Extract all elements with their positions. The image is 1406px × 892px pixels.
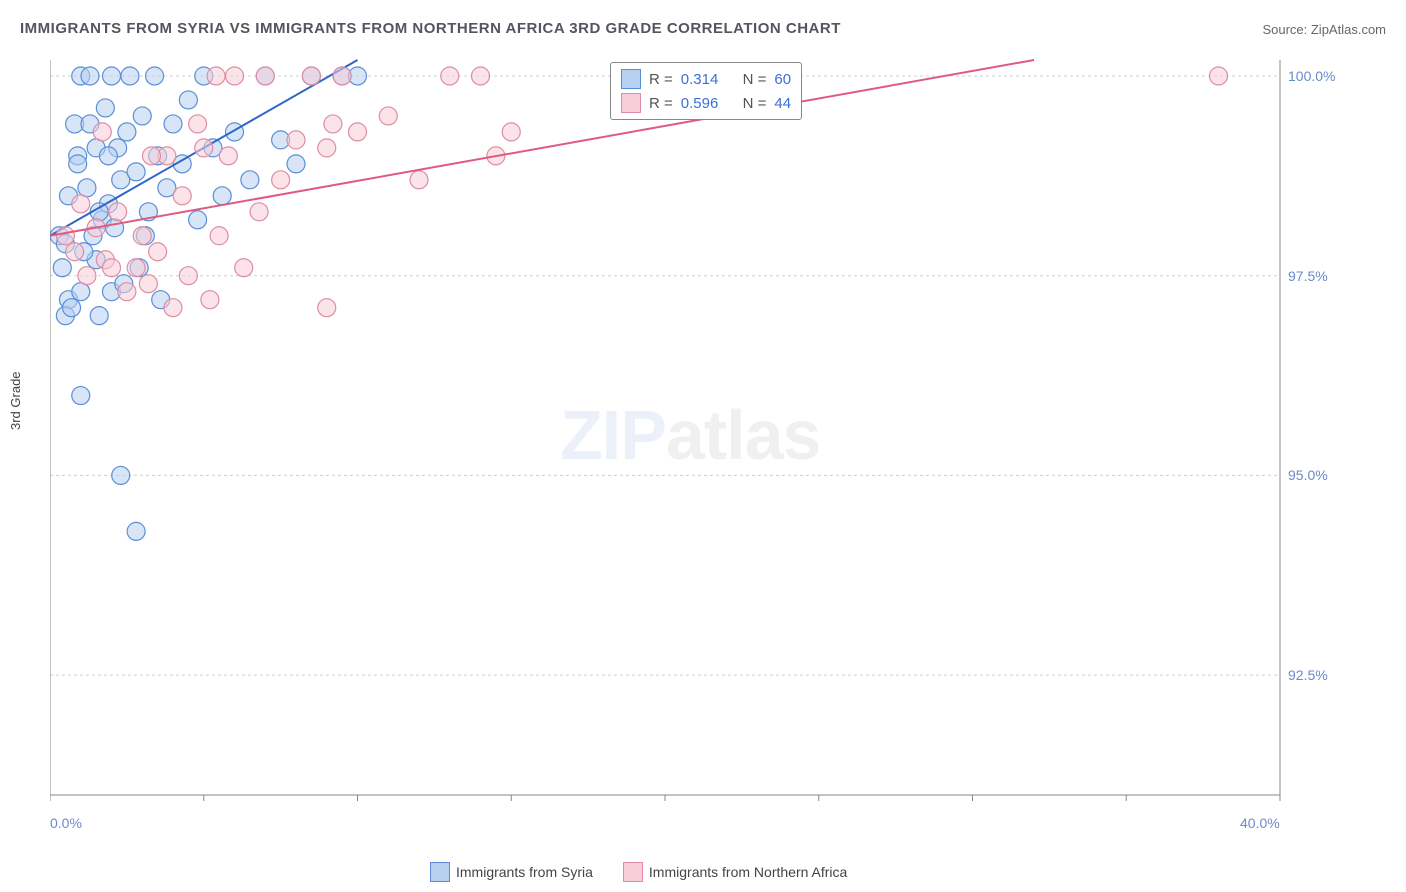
x-tick-label: 40.0%	[1240, 815, 1280, 831]
y-tick-label: 97.5%	[1288, 268, 1328, 284]
y-tick-label: 100.0%	[1288, 68, 1335, 84]
y-axis-label: 3rd Grade	[8, 371, 23, 430]
chart-title: IMMIGRANTS FROM SYRIA VS IMMIGRANTS FROM…	[20, 20, 841, 37]
source-label: Source: ZipAtlas.com	[1262, 22, 1386, 37]
legend-item: Immigrants from Syria	[430, 862, 593, 882]
legend-stats: R =0.314 N =60R =0.596 N =44	[610, 62, 802, 120]
legend-item: Immigrants from Northern Africa	[623, 862, 847, 882]
legend-label: Immigrants from Syria	[456, 864, 593, 880]
legend-swatch	[621, 69, 641, 89]
legend-series: Immigrants from Syria Immigrants from Nor…	[430, 862, 847, 882]
legend-stat-row: R =0.596 N =44	[621, 91, 791, 115]
legend-swatch	[430, 862, 450, 882]
chart-plot	[50, 55, 1360, 825]
legend-stat-row: R =0.314 N =60	[621, 67, 791, 91]
chart-svg	[50, 55, 1360, 825]
x-tick-label: 0.0%	[50, 815, 82, 831]
legend-swatch	[623, 862, 643, 882]
y-tick-label: 95.0%	[1288, 467, 1328, 483]
legend-label: Immigrants from Northern Africa	[649, 864, 847, 880]
legend-swatch	[621, 93, 641, 113]
y-tick-label: 92.5%	[1288, 667, 1328, 683]
